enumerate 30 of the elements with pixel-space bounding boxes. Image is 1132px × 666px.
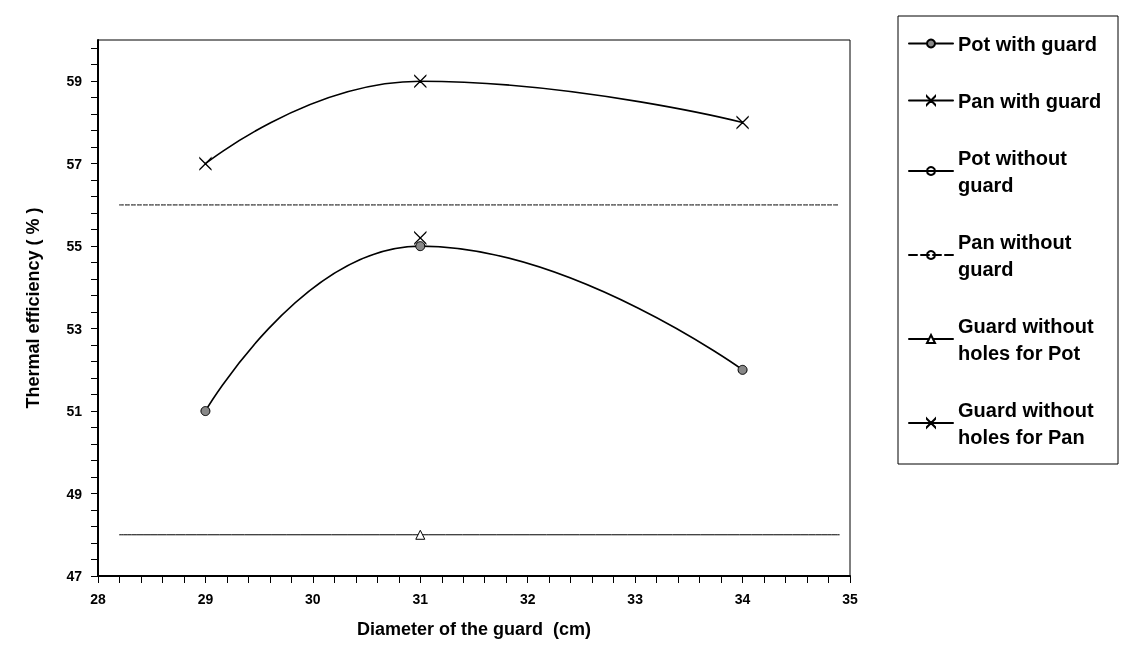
- legend-label: Pot without guard: [958, 146, 1073, 196]
- y-tick-label: 47: [66, 568, 83, 584]
- point: [415, 241, 426, 252]
- point: [737, 364, 748, 375]
- x-tick-label: 28: [90, 591, 106, 607]
- point: [736, 116, 749, 129]
- x-tick-label: 31: [412, 591, 429, 607]
- point: [414, 231, 427, 245]
- legend-label: Pot with guard: [958, 32, 1097, 55]
- y-tick-label: 49: [66, 485, 83, 502]
- legend-label: Pan with guard: [958, 89, 1102, 112]
- y-tick-label: 53: [66, 320, 83, 337]
- x-tick-label: 30: [305, 591, 321, 607]
- y-tick-label: 51: [66, 403, 83, 420]
- x-tick-label: 33: [627, 591, 644, 607]
- legend-label: Guard without holes for Pan: [958, 398, 1100, 448]
- x-axis-title: Diameter of the guard (cm): [356, 619, 592, 639]
- legend-label: Guard without holes for Pot: [958, 314, 1100, 364]
- point: [200, 406, 211, 417]
- x-tick-label: 29: [197, 591, 214, 607]
- y-tick-label: 55: [66, 238, 83, 255]
- point: [199, 157, 212, 170]
- y-axis-title: Thermal efficiency ( % ): [23, 207, 43, 409]
- y-tick-label: 59: [66, 73, 83, 90]
- legend-label: Pan without guard: [958, 230, 1077, 280]
- x-tick-label: 34: [734, 591, 751, 607]
- point: [415, 529, 426, 540]
- x-tick-label: 35: [842, 591, 858, 607]
- x-tick-label: 32: [519, 591, 536, 607]
- y-tick-label: 57: [66, 155, 83, 172]
